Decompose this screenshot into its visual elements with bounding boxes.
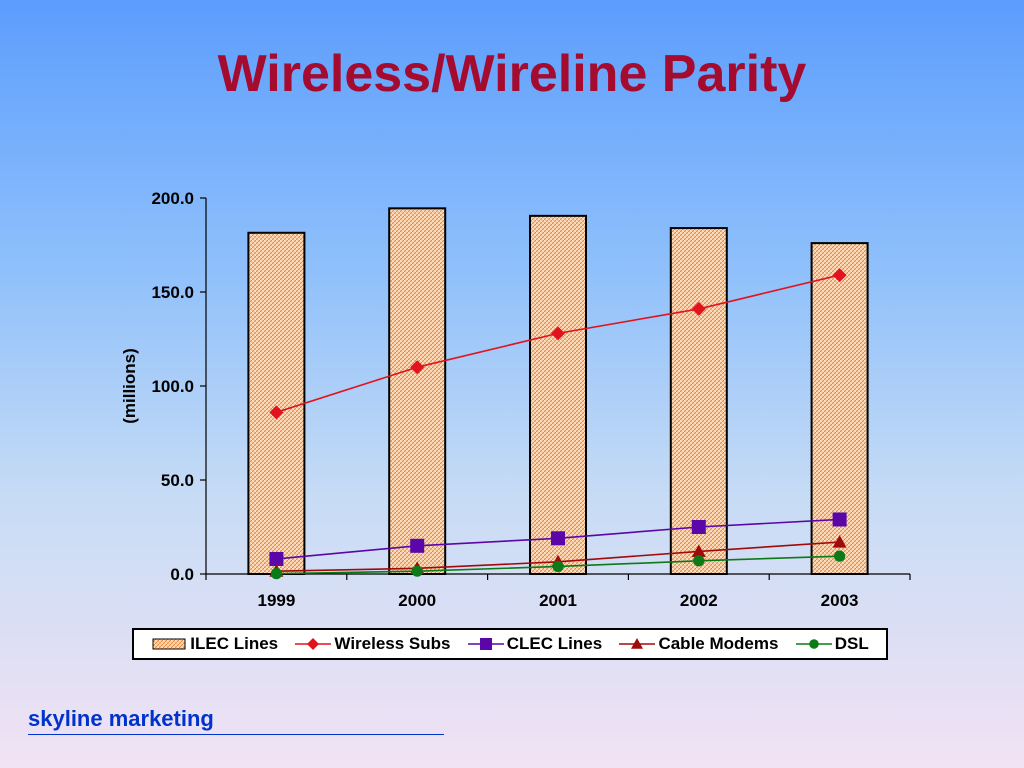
point-dsl-1999 xyxy=(270,568,282,580)
x-tick-label: 1999 xyxy=(257,591,295,610)
x-tick-label: 2001 xyxy=(539,591,577,610)
point-clec-lines-2002 xyxy=(691,520,706,534)
x-tick-label: 2003 xyxy=(821,591,859,610)
point-wireless-subs-2001 xyxy=(551,326,565,341)
bar-ilec-2001 xyxy=(529,214,587,576)
bar-ilec-1999 xyxy=(247,231,306,575)
chart-legend: ILEC Lines Wireless Subs CLEC Lines Cable M… xyxy=(132,628,888,660)
y-tick-label: 100.0 xyxy=(151,377,194,396)
point-dsl-2001 xyxy=(552,560,564,573)
point-wireless-subs-2003 xyxy=(832,268,847,283)
bar-ilec-2000 xyxy=(388,207,447,575)
point-wireless-subs-1999 xyxy=(269,405,284,420)
legend-label: CLEC Lines xyxy=(506,634,603,653)
legend-item-dsl: DSL xyxy=(795,634,869,654)
y-tick-label: 200.0 xyxy=(151,189,194,208)
point-dsl-2003 xyxy=(834,550,846,562)
legend-label: ILEC Lines xyxy=(190,634,279,653)
point-clec-lines-2003 xyxy=(832,512,847,527)
footer-brand: skyline marketing xyxy=(28,706,214,731)
legend-item-cable-modems: Cable Modems xyxy=(619,634,778,654)
y-tick-label: 150.0 xyxy=(151,283,194,302)
legend-item-wireless-subs: Wireless Subs xyxy=(295,634,450,654)
point-dsl-2000 xyxy=(411,565,423,577)
legend-swatch-clec-lines xyxy=(467,638,504,650)
legend-swatch-dsl xyxy=(795,639,832,649)
legend-label: Wireless Subs xyxy=(334,634,451,653)
point-clec-lines-2001 xyxy=(551,531,565,546)
y-tick-label: 0.0 xyxy=(170,565,194,584)
point-wireless-subs-2002 xyxy=(691,301,706,316)
point-clec-lines-1999 xyxy=(269,551,284,566)
legend-swatch-wireless-subs xyxy=(295,638,332,650)
legend-swatch-cable-modems xyxy=(619,638,656,649)
x-tick-label: 2000 xyxy=(398,591,436,610)
legend-item-clec-lines: CLEC Lines xyxy=(467,634,603,654)
point-dsl-2002 xyxy=(693,555,705,567)
legend-label: DSL xyxy=(834,634,869,653)
point-cable-modems-2003 xyxy=(832,535,847,548)
legend-swatch-ilec-lines xyxy=(152,638,186,650)
x-tick-label: 2002 xyxy=(680,591,718,610)
footer-underline xyxy=(28,734,444,735)
y-tick-label: 50.0 xyxy=(161,471,194,490)
slide-title: Wireless/Wireline Parity xyxy=(217,45,807,103)
legend-item-ilec-lines: ILEC Lines xyxy=(151,634,278,654)
y-axis-label: (millions) xyxy=(120,348,139,424)
legend-label: Cable Modems xyxy=(658,634,779,653)
point-wireless-subs-2000 xyxy=(410,360,425,375)
point-clec-lines-2000 xyxy=(410,538,425,553)
point-cable-modems-2002 xyxy=(691,544,706,558)
